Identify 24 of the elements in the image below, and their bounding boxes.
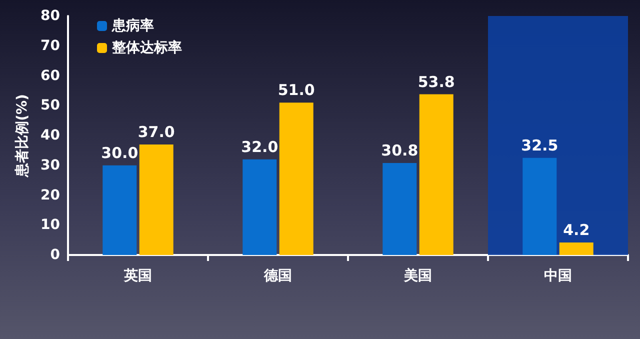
y-tick-label: 70 xyxy=(40,38,60,54)
y-axis-title: 患者比例(%) xyxy=(14,94,31,178)
x-tick-label: 中国 xyxy=(544,268,572,284)
y-tick-label: 30 xyxy=(40,157,60,174)
y-tick-label: 0 xyxy=(50,247,60,263)
x-tick-label: 德国 xyxy=(263,268,292,284)
y-tick-label: 10 xyxy=(40,217,60,234)
y-tick-label: 80 xyxy=(40,8,60,24)
text: 4.2 xyxy=(563,220,590,239)
text: 30.0 xyxy=(101,144,138,162)
y-tick-label: 20 xyxy=(40,187,60,204)
text: 32.5 xyxy=(521,136,558,154)
x-tick-label: 美国 xyxy=(403,267,432,284)
y-tick-label: 60 xyxy=(40,68,60,84)
legend-label: 整体达标率 xyxy=(111,39,182,56)
text: 32.0 xyxy=(241,138,278,156)
text: 53.8 xyxy=(418,72,455,91)
text: 51.0 xyxy=(278,81,315,100)
x-tick-label: 英国 xyxy=(123,268,152,284)
text: 37.0 xyxy=(138,122,175,141)
text: 30.8 xyxy=(381,141,418,160)
legend-label: 患病率 xyxy=(111,17,154,34)
y-tick-label: 50 xyxy=(40,98,60,114)
y-tick-label: 40 xyxy=(40,128,60,144)
